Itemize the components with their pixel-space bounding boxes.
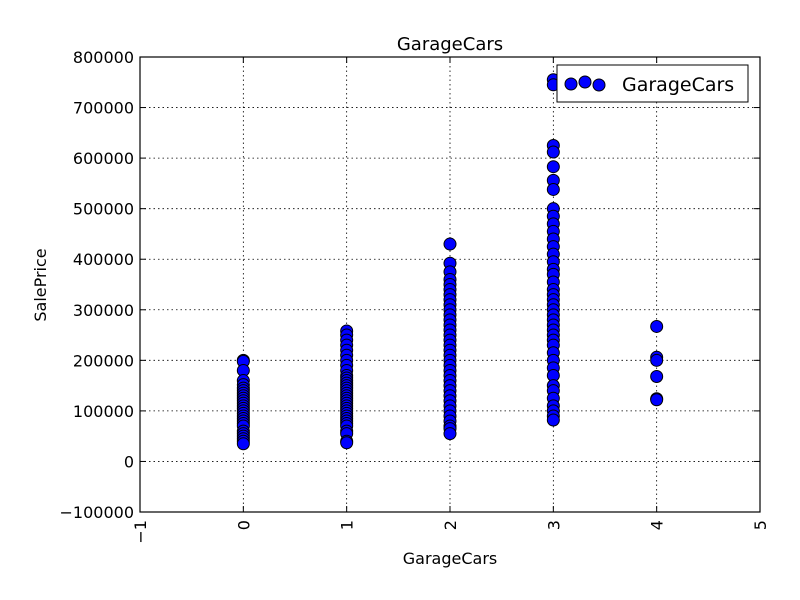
data-point — [443, 237, 457, 251]
y-tick-label: 500000 — [73, 200, 134, 219]
y-tick-label: 700000 — [73, 99, 134, 118]
y-tick-label: 600000 — [73, 149, 134, 168]
y-tick-label: −100000 — [60, 503, 134, 522]
x-tick-label: 5 — [751, 520, 770, 530]
data-points — [236, 73, 664, 451]
data-point — [546, 413, 560, 427]
x-tick-labels: −1 0 1 2 3 4 5 — [131, 520, 770, 544]
x-tick-label: 0 — [234, 520, 253, 530]
data-point — [650, 370, 664, 384]
legend-marker-3 — [592, 78, 606, 92]
data-point — [546, 160, 560, 174]
legend-marker-1 — [564, 77, 578, 91]
data-point — [650, 353, 664, 367]
chart-title: GarageCars — [397, 34, 503, 55]
legend-marker-2 — [578, 75, 592, 89]
y-axis-label: SalePrice — [31, 248, 50, 321]
data-point — [546, 145, 560, 159]
x-tick-label: 3 — [544, 520, 563, 530]
data-point — [236, 437, 250, 451]
y-tick-label: 300000 — [73, 301, 134, 320]
data-point — [443, 427, 457, 441]
data-point — [340, 436, 354, 450]
y-tick-label: 800000 — [73, 48, 134, 67]
x-tick-label: 1 — [338, 520, 357, 530]
legend-label: GarageCars — [622, 74, 734, 96]
y-tick-labels: −100000 0 100000 200000 300000 400000 500000 60… — [60, 48, 134, 522]
x-tick-label: 2 — [441, 520, 460, 530]
data-point — [546, 182, 560, 196]
y-tick-label: 400000 — [73, 250, 134, 269]
legend: GarageCars — [556, 64, 749, 103]
data-point — [650, 393, 664, 407]
x-tick-label: 4 — [648, 520, 667, 530]
y-tick-label: 200000 — [73, 351, 134, 370]
y-tick-label: 0 — [124, 452, 134, 471]
y-tick-label: 100000 — [73, 402, 134, 421]
x-tick-label: −1 — [131, 520, 150, 544]
data-point — [650, 319, 664, 333]
x-axis-label: GarageCars — [403, 549, 497, 568]
axis-ticks — [139, 56, 761, 513]
